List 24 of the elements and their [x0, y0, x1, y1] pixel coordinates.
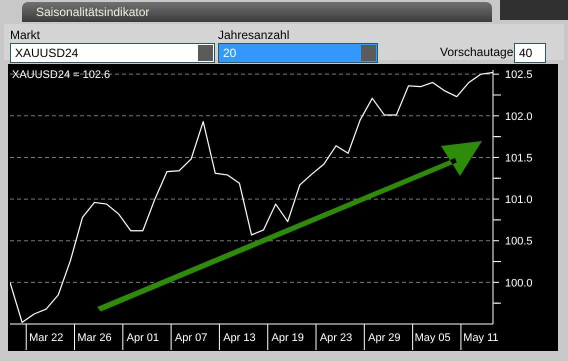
x-tick-label: Mar 26 [77, 332, 112, 344]
text: Jahresanzahl [218, 28, 290, 42]
x-tick-label: Apr 29 [368, 332, 401, 344]
chart-title: Saisonalitätsindikator [36, 5, 150, 19]
text: Vorschautage [440, 45, 514, 59]
y-tick-label: 102.0 [505, 110, 533, 123]
y-tick-label: 101.0 [505, 194, 533, 206]
y-tick-label: 102.5 [505, 69, 533, 82]
x-tick-label: Apr 01 [126, 332, 160, 344]
text: 40 [514, 43, 546, 63]
x-tick-label: May 11 [463, 332, 499, 344]
y-tick-label: 101.5 [505, 152, 533, 164]
x-tick-label: Mar 22 [29, 332, 64, 344]
x-tick-label: Apr 23 [320, 332, 352, 344]
text: 20 [218, 43, 378, 63]
y-tick-label: 100.0 [505, 277, 533, 290]
x-tick-label: May 05 [414, 332, 451, 344]
x-tick-label: Apr 13 [223, 332, 256, 344]
y-tick-label: 100.5 [505, 236, 533, 248]
x-tick-label: Apr 19 [272, 332, 304, 344]
text: XAUUSD24 [10, 43, 215, 63]
text: Markt [10, 28, 40, 42]
annotation: XAUUSD24 = 102.6 [12, 69, 110, 81]
x-tick-label: Apr 07 [174, 332, 208, 344]
